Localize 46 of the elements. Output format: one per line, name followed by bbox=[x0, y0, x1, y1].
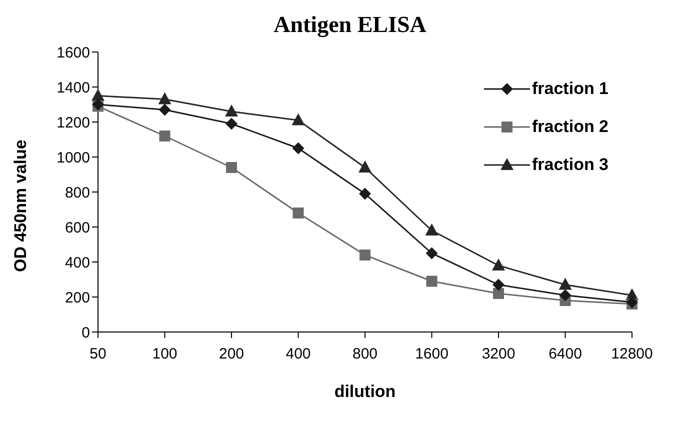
point bbox=[493, 288, 504, 299]
point bbox=[159, 130, 170, 142]
y-tick-label: 200 bbox=[64, 289, 90, 306]
point bbox=[559, 289, 572, 302]
point bbox=[425, 224, 438, 236]
x-tick-label: 400 bbox=[286, 346, 311, 363]
chart-title: Antigen ELISA bbox=[272, 12, 428, 38]
point bbox=[92, 88, 104, 101]
point bbox=[158, 104, 171, 116]
legend-label: fraction 1 bbox=[532, 79, 609, 99]
x-tick-label: 100 bbox=[152, 346, 178, 363]
x-tick-label: 50 bbox=[90, 346, 106, 363]
point bbox=[292, 113, 305, 126]
x-axis-title: dilution bbox=[334, 382, 396, 401]
y-tick-label: 1200 bbox=[56, 114, 90, 132]
x-tick-label: 6400 bbox=[548, 346, 582, 363]
x-tick-label: 3200 bbox=[482, 346, 516, 363]
x-tick-label: 1600 bbox=[415, 346, 448, 363]
y-axis-title: OD 450nm value bbox=[11, 140, 30, 272]
point bbox=[492, 258, 505, 270]
y-tick-label: 1400 bbox=[56, 79, 90, 96]
y-tick-label: 600 bbox=[64, 219, 90, 236]
point bbox=[558, 278, 572, 290]
x-tick-label: 800 bbox=[352, 346, 378, 363]
point bbox=[358, 160, 372, 172]
y-tick-label: 400 bbox=[64, 254, 90, 272]
x-tick-label: 12800 bbox=[611, 346, 653, 363]
point bbox=[226, 162, 237, 173]
legend-label: fraction 3 bbox=[532, 155, 609, 175]
y-tick-label: 800 bbox=[64, 184, 90, 202]
point bbox=[426, 276, 438, 287]
point bbox=[360, 250, 370, 260]
point bbox=[626, 296, 638, 308]
point bbox=[359, 188, 371, 200]
point bbox=[292, 142, 304, 154]
x-tick-label: 200 bbox=[218, 346, 244, 363]
point bbox=[226, 118, 238, 130]
point bbox=[426, 247, 438, 260]
y-tick-label: 1600 bbox=[56, 44, 90, 62]
point bbox=[158, 92, 172, 104]
y-tick-label: 1000 bbox=[56, 149, 90, 166]
legend-label: fraction 2 bbox=[532, 117, 609, 137]
y-tick-label: 0 bbox=[82, 324, 90, 342]
point bbox=[492, 278, 504, 291]
point bbox=[292, 208, 304, 218]
point bbox=[225, 104, 238, 116]
